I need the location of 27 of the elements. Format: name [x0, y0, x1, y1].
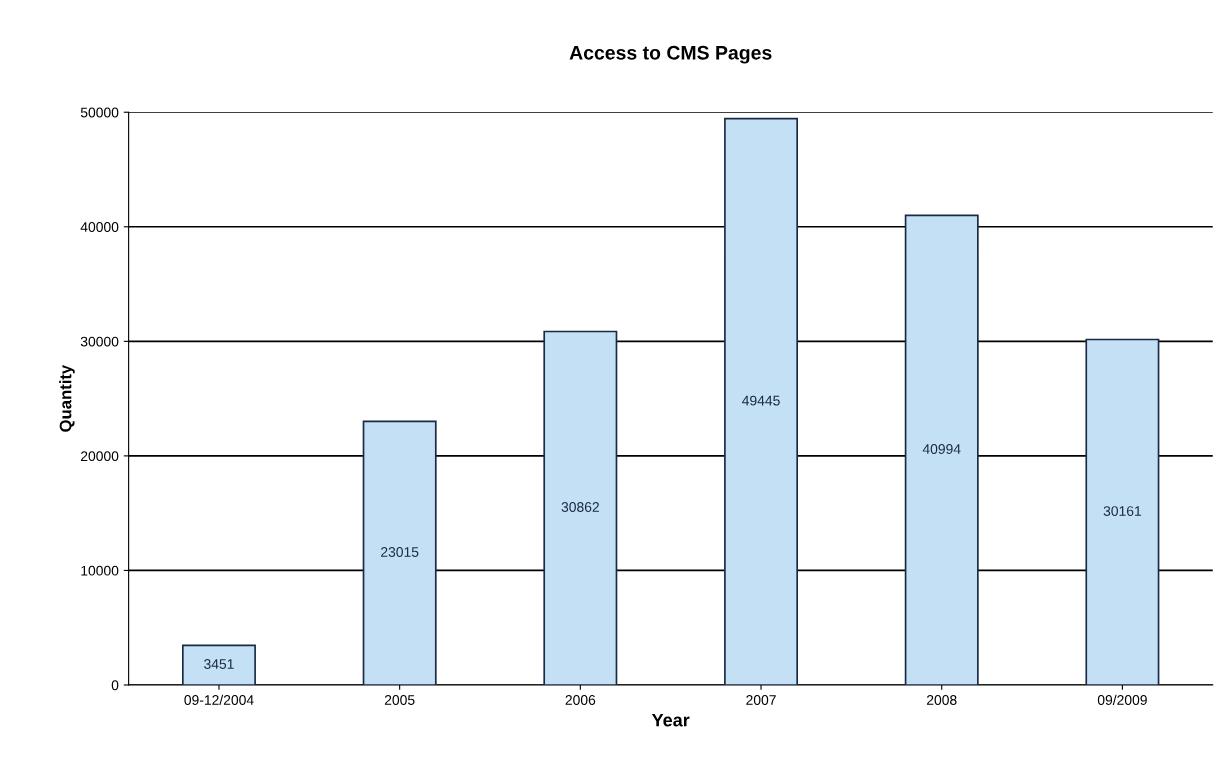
bar	[362, 420, 437, 685]
y-tick-label: 30000	[80, 336, 119, 347]
y-tick-label: 20000	[80, 451, 119, 462]
x-axis-title: Year	[651, 713, 690, 727]
y-tick-label: 40000	[80, 222, 119, 232]
y-tick-label: 50000	[80, 107, 119, 118]
x-tick-label: 2008	[926, 695, 957, 705]
x-tick-label: 2007	[746, 695, 776, 705]
y-tick-label: 10000	[81, 565, 119, 576]
x-tick-label: 09/2009	[1097, 694, 1147, 705]
data-label: 3451	[204, 659, 234, 669]
data-label: 40994	[922, 444, 961, 454]
data-label: 49445	[742, 395, 780, 406]
chart-title: Access to CMS Pages	[569, 45, 772, 64]
bar	[181, 644, 256, 685]
x-tick-label: 09-12/2004	[184, 694, 254, 705]
y-axis-title: Quantity	[59, 364, 75, 432]
data-label: 30161	[1103, 506, 1142, 516]
bar	[543, 330, 618, 685]
bar	[904, 214, 979, 685]
bar	[724, 117, 799, 685]
x-tick-label: 2005	[384, 695, 415, 705]
x-tick-label: 2006	[565, 695, 596, 705]
y-tick-label: 0	[111, 680, 119, 691]
bar	[1085, 338, 1160, 685]
data-label: 23015	[381, 547, 419, 557]
data-label: 30862	[561, 502, 599, 512]
